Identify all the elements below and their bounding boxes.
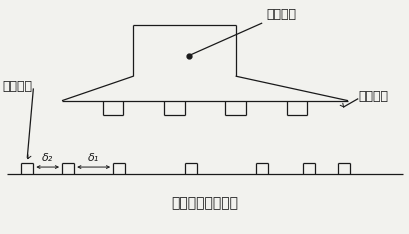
Text: 定子主极: 定子主极	[265, 8, 296, 21]
Text: 微调定子小齿结构: 微调定子小齿结构	[171, 196, 238, 210]
Text: 定子小齿: 定子小齿	[357, 90, 387, 103]
Text: 转子小齿: 转子小齿	[3, 80, 33, 93]
Text: δ₂: δ₂	[42, 153, 53, 163]
Text: δ₁: δ₁	[88, 153, 99, 163]
